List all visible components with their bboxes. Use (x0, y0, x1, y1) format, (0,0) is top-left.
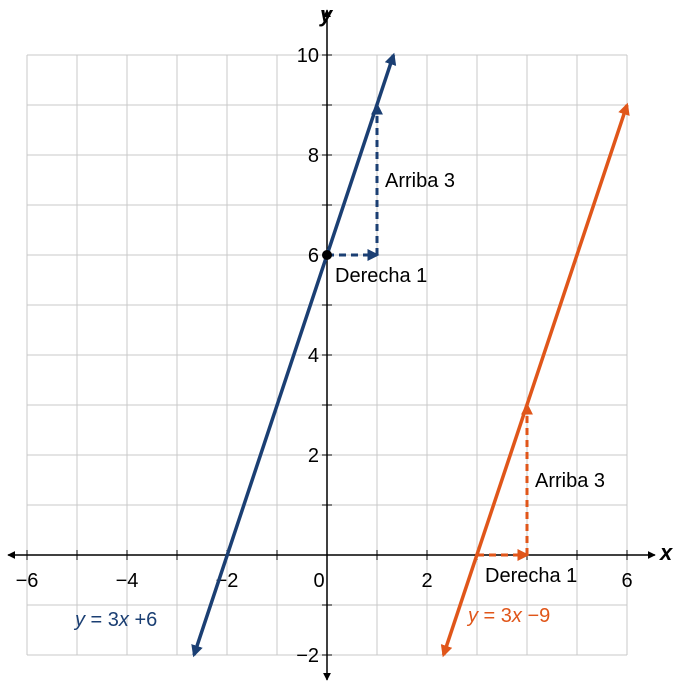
x-tick-label: 0 (313, 570, 324, 592)
y-tick-label: 6 (308, 245, 319, 267)
x-tick-label: −4 (116, 570, 139, 592)
x-tick-label: 2 (421, 570, 432, 592)
annotation-label: Derecha 1 (335, 265, 427, 287)
y-axis-label: y (319, 2, 334, 27)
series-label-part: −9 (522, 605, 550, 627)
series-label-part: +6 (129, 609, 157, 631)
y-intercept-point (322, 250, 332, 260)
series-label-part: y (73, 609, 86, 631)
y-tick-label: −2 (296, 645, 319, 667)
series-label-part: y (466, 605, 479, 627)
x-tick-label: −6 (16, 570, 39, 592)
series-label: y = 3x −9 (466, 605, 550, 627)
annotations: Derecha 1 Arriba 3 Derecha 1 Arriba 3 (322, 102, 605, 587)
y-tick-label: 4 (308, 345, 319, 367)
series-label: y = 3x +6 (73, 609, 157, 631)
y-tick-label: 8 (308, 145, 319, 167)
series-lines: y = 3x +6 y = 3x −9 (73, 52, 630, 658)
annotation-label: Arriba 3 (385, 170, 455, 192)
series-label-part: = 3 (85, 609, 119, 631)
y-tick-label: 2 (308, 445, 319, 467)
series-line (440, 102, 630, 658)
series-label-part: x (118, 609, 130, 631)
series-label-part: = 3 (478, 605, 512, 627)
x-tick-label: 6 (621, 570, 632, 592)
y-tick-label: 10 (297, 45, 319, 67)
series-line (191, 52, 397, 658)
annotation-label: Arriba 3 (535, 470, 605, 492)
series-label-part: x (511, 605, 523, 627)
x-axis-label: x (659, 540, 673, 565)
annotation-label: Derecha 1 (485, 565, 577, 587)
